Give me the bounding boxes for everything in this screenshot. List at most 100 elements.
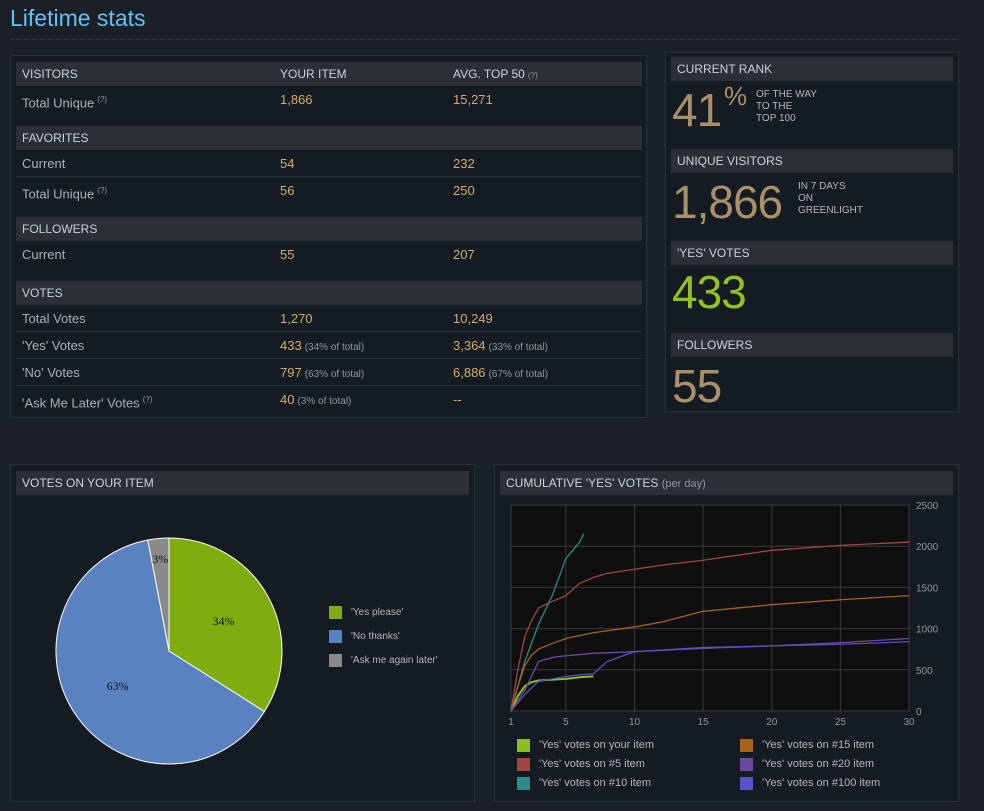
current-rank-value: 41 (672, 84, 722, 136)
your-item-value: 56 (280, 183, 295, 198)
row-label: 'No' Votes (22, 365, 80, 380)
percent-of-total: (63% of total) (304, 369, 365, 380)
section-header-favorites: FAVORITES (16, 126, 642, 150)
cumulative-panel-title: CUMULATIVE 'YES' VOTES (per day) (500, 471, 953, 495)
current-rank-note: OF THE WAY TO THE TOP 100 (756, 89, 817, 124)
help-icon[interactable]: (?) (97, 186, 108, 195)
avg-top-50-value: 207 (453, 247, 475, 262)
your-item-value: 1,866 (280, 92, 313, 107)
series-line (510, 675, 594, 712)
avg-top-50-value: 250 (453, 183, 475, 198)
legend-label: 'Yes please' (351, 607, 404, 618)
title-divider (10, 39, 959, 40)
legend-swatch (329, 654, 342, 667)
unique-visitors-header: UNIQUE VISITORS (671, 149, 953, 173)
header-avg-top-50: AVG. TOP 50 (?) (453, 67, 538, 81)
page-title: Lifetime stats (10, 5, 146, 31)
x-tick-label: 20 (766, 717, 778, 728)
avg-top-50-value: -- (453, 392, 462, 407)
your-item-value: 797 (280, 365, 302, 380)
legend-swatch (740, 777, 753, 790)
votes-on-your-item-panel: VOTES ON YOUR ITEM 34% 63% 3% 'Yes please'… (10, 464, 475, 802)
current-rank-header: CURRENT RANK (671, 57, 953, 81)
help-icon[interactable]: (?) (142, 395, 153, 404)
legend-swatch (517, 777, 530, 790)
table-row: 'No' Votes 797 (63% of total) 6,886 (67% o… (16, 360, 642, 386)
x-tick-label: 30 (903, 717, 915, 728)
your-item-value: 40 (280, 392, 295, 407)
table-row: Total Unique (?) 1,866 15,271 (16, 87, 642, 113)
your-item-value: 55 (280, 247, 295, 262)
votes-pie-chart: 34% 63% 3% (55, 537, 283, 765)
header-visitors: VISITORS (22, 67, 78, 81)
row-label: 'Yes' Votes (22, 338, 85, 353)
y-tick-label: 2000 (916, 542, 939, 553)
cumulative-title: CUMULATIVE 'YES' VOTES (506, 476, 659, 490)
avg-top-50-value: 3,364 (453, 338, 486, 353)
row-label: Total Unique (22, 95, 95, 111)
row-label: Current (22, 247, 66, 262)
unique-visitors-note: IN 7 DAYS ON GREENLIGHT (798, 181, 864, 216)
row-label: 'Ask Me Later' Votes (22, 395, 140, 411)
help-icon[interactable]: (?) (527, 71, 538, 80)
plot-area (510, 504, 910, 712)
legend-swatch (517, 739, 530, 752)
x-tick-label: 1 (508, 717, 514, 728)
y-tick-label: 0 (916, 707, 922, 718)
legend-swatch (740, 739, 753, 752)
section-header-visitors: VISITORS YOUR ITEM AVG. TOP 50 (?) (16, 62, 642, 86)
legend-label: 'Yes' votes on #10 item (539, 777, 652, 789)
x-tick-label: 15 (698, 717, 710, 728)
table-row: Total Unique (?) 56 250 (16, 178, 642, 204)
votes-panel-title: VOTES ON YOUR ITEM (16, 471, 469, 495)
yes-votes-header: 'YES' VOTES (671, 241, 953, 265)
pie-slice (55, 539, 266, 765)
pie-slice-label: 63% (107, 679, 129, 693)
current-rank-unit: % (724, 81, 748, 111)
y-tick-label: 1500 (916, 583, 939, 594)
avg-top-50-value: 6,886 (453, 365, 486, 380)
series-line (510, 641, 910, 712)
y-tick-label: 1000 (916, 625, 939, 636)
your-item-value: 433 (280, 338, 302, 353)
pie-slice-label: 34% (212, 614, 234, 628)
series-line (510, 533, 585, 712)
legend-label: 'No thanks' (351, 631, 400, 642)
x-tick-label: 25 (835, 717, 847, 728)
y-tick-label: 500 (916, 666, 933, 677)
avg-top-50-value: 15,271 (453, 92, 493, 107)
lifetime-stats-table: VISITORS YOUR ITEM AVG. TOP 50 (?) Total … (10, 55, 647, 418)
x-tick-label: 10 (629, 717, 641, 728)
series-line (510, 594, 910, 712)
table-row: 'Yes' Votes 433 (34% of total) 3,364 (33% … (16, 333, 642, 359)
percent-of-total: (33% of total) (488, 342, 549, 353)
followers-header: FOLLOWERS (671, 333, 953, 357)
pie-slice-label: 3% (152, 552, 168, 566)
cumulative-yes-votes-panel: CUMULATIVE 'YES' VOTES (per day) 0 500 100… (494, 464, 959, 802)
followers-value: 55 (672, 360, 722, 412)
percent-of-total: (34% of total) (304, 342, 365, 353)
avg-top-50-value: 10,249 (453, 311, 493, 326)
row-label: Total Unique (22, 186, 95, 202)
legend-swatch (517, 758, 530, 771)
percent-of-total: (3% of total) (297, 396, 352, 407)
help-icon[interactable]: (?) (97, 95, 108, 104)
cumulative-subtitle: (per day) (661, 478, 706, 490)
series-line (510, 541, 910, 712)
row-label: Total Votes (22, 311, 86, 326)
legend-label: 'Yes' votes on #100 item (762, 777, 881, 789)
legend-swatch (329, 606, 342, 619)
legend-label: 'Ask me again later' (351, 655, 438, 666)
yes-votes-value: 433 (672, 266, 747, 318)
legend-label: 'Yes' votes on your item (539, 739, 655, 751)
legend-swatch (740, 758, 753, 771)
legend-label: 'Yes' votes on #20 item (762, 758, 875, 770)
legend-label: 'Yes' votes on #15 item (762, 739, 875, 751)
summary-panel: CURRENT RANK 41 % OF THE WAY TO THE TOP … (665, 52, 959, 412)
x-tick-label: 5 (563, 717, 569, 728)
table-row: Total Votes 1,270 10,249 (16, 306, 642, 332)
pie-slice (147, 537, 170, 652)
percent-of-total: (67% of total) (488, 369, 549, 380)
y-tick-label: 2500 (916, 501, 939, 512)
legend-swatch (329, 630, 342, 643)
